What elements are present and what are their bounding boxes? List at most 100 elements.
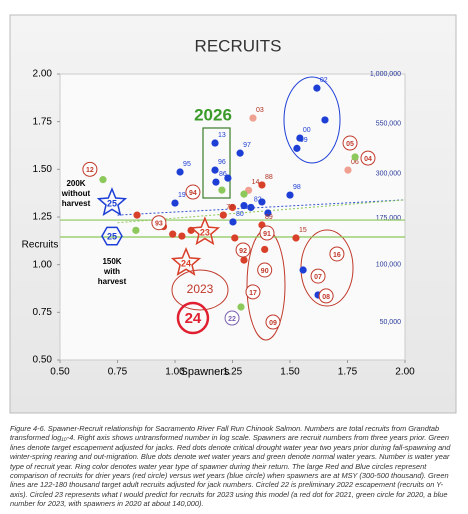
point-label: 95: [183, 161, 191, 168]
point-label: 91: [263, 231, 271, 238]
ring-point: [265, 314, 281, 330]
chart-title: RECRUITS: [195, 36, 282, 55]
point: [293, 144, 301, 152]
point-label: 98: [293, 184, 301, 191]
hexagon-point: [101, 226, 123, 246]
point: [237, 303, 245, 311]
annotation: 150K: [102, 257, 121, 266]
ring-point: [329, 246, 345, 262]
point: [240, 190, 248, 198]
point: [219, 211, 227, 219]
point-label: 09: [269, 320, 277, 327]
y-tick-label: 1.75: [33, 116, 53, 127]
caption: Figure 4-6. Spawner-Recruit relationship…: [10, 424, 451, 509]
point: [240, 256, 248, 264]
ring-point: [259, 225, 275, 241]
star-point: [170, 246, 202, 276]
ring-point: [185, 184, 201, 200]
ring-point: [318, 288, 334, 304]
x-axis-label: Spawners: [181, 366, 230, 378]
point: [212, 178, 220, 186]
ring-point: [82, 161, 98, 177]
point-label: 82: [254, 196, 262, 203]
point-label: 94: [189, 190, 197, 197]
point: [169, 230, 177, 238]
box-2026: [202, 127, 231, 199]
ring-point: [151, 215, 167, 231]
y-tick-label: 0.50: [33, 355, 53, 366]
point: [132, 226, 140, 234]
y-tick-label: 1.25: [33, 212, 53, 223]
point-label: 97: [243, 142, 251, 149]
y-tick-label: 1.50: [33, 164, 53, 175]
point: [236, 149, 244, 157]
point-label: 15: [299, 227, 307, 234]
point-label: 03: [256, 107, 264, 114]
point: [299, 266, 307, 274]
point: [351, 153, 359, 161]
point-label: 90: [261, 268, 269, 275]
annotation: without: [61, 189, 91, 198]
point-label: 89: [265, 214, 273, 221]
point: [344, 166, 352, 174]
ring-point: [342, 135, 358, 151]
point-label: 24: [185, 310, 202, 327]
chart: RECRUITS Spawners Recruits 0.50 0.75 1.00 1…: [9, 14, 457, 414]
point-label: 12: [86, 167, 94, 174]
point-label: 23: [200, 228, 210, 238]
point-label: 88: [265, 174, 273, 181]
annotation: with: [103, 267, 120, 276]
point-label: 22: [228, 316, 236, 323]
point: [292, 234, 300, 242]
point: [218, 186, 226, 194]
x-tick-label: 2.00: [395, 367, 415, 378]
point-label: 04: [364, 156, 372, 163]
point-label: 07: [314, 274, 322, 281]
point: [247, 203, 255, 212]
point-label: 96: [218, 159, 226, 166]
point: [211, 139, 219, 147]
point-label: 99: [300, 137, 308, 144]
star-point: [96, 187, 128, 216]
point-label: 05: [346, 141, 354, 148]
y2-tick-label: 1,000,000: [370, 71, 401, 78]
annotation: 200K: [66, 179, 85, 188]
ring-point: [235, 242, 251, 258]
star-point: [189, 216, 221, 246]
point-label: 08: [322, 294, 330, 301]
x-tick-label: 1.50: [280, 367, 300, 378]
point: [224, 174, 232, 182]
point-label: 00: [303, 127, 311, 134]
point: [261, 245, 269, 254]
point: [313, 84, 321, 92]
point-label: 80: [236, 211, 244, 218]
point-label: 25: [107, 198, 117, 208]
point: [296, 134, 304, 142]
point-label: 78: [226, 204, 234, 211]
ring-point: [310, 268, 326, 284]
y2-tick-label: 550,000: [376, 120, 401, 127]
point-label: 17: [249, 290, 257, 297]
x-tick-label: 1.25: [223, 367, 243, 378]
point: [321, 116, 329, 124]
point: [240, 201, 248, 210]
x-tick-label: 0.75: [108, 367, 128, 378]
y-tick-label: 1.00: [33, 259, 53, 270]
point-label: 06: [351, 159, 359, 166]
point: [178, 232, 186, 240]
ring-point: [176, 301, 210, 335]
ellipse: [171, 269, 229, 311]
point: [211, 166, 219, 174]
trend-line: [117, 199, 406, 224]
point-label: 92: [239, 248, 247, 255]
ring-point: [257, 262, 273, 278]
point: [229, 218, 237, 226]
y-tick-label: 2.00: [33, 69, 53, 80]
y2-tick-label: 100,000: [376, 262, 401, 269]
annotation: 2023: [187, 282, 214, 296]
point: [176, 168, 184, 176]
point-label: 02: [320, 77, 328, 84]
point-label: 16: [333, 252, 341, 259]
point: [171, 199, 179, 207]
